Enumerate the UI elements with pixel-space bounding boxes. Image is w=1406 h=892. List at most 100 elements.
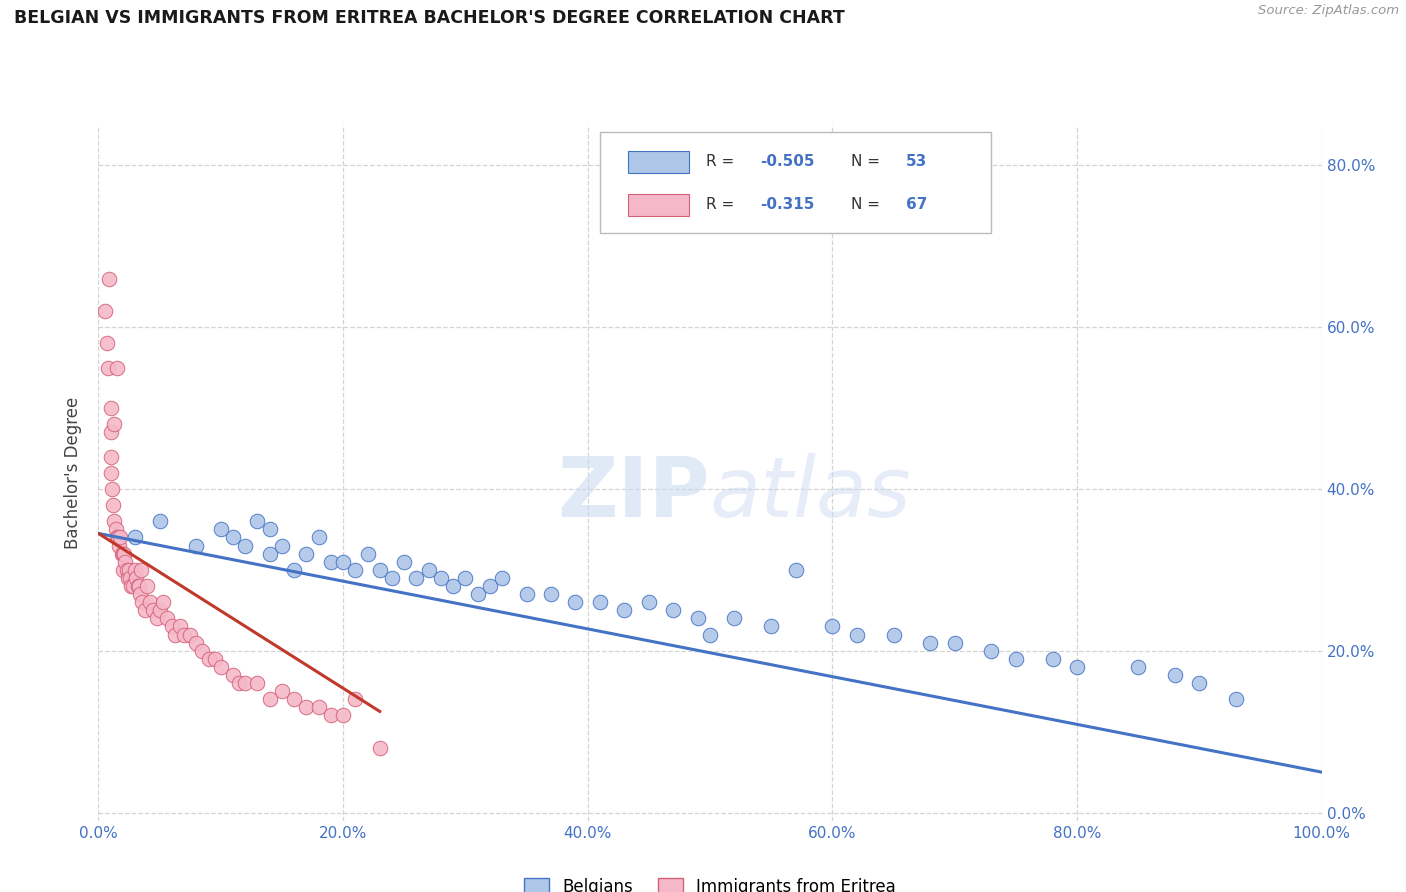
Point [686, 611, 709, 625]
Text: -0.315: -0.315 [761, 197, 814, 212]
Text: -0.505: -0.505 [761, 154, 814, 169]
Text: N =: N = [851, 197, 884, 212]
Point [638, 595, 661, 609]
Point [115, 563, 138, 577]
Point [111, 547, 134, 561]
Point [129, 563, 152, 577]
Point [104, 522, 127, 536]
Point [101, 498, 124, 512]
Point [118, 563, 141, 577]
Point [589, 595, 612, 609]
Point [662, 603, 685, 617]
Point [980, 644, 1002, 658]
Point [295, 547, 318, 561]
Point [259, 692, 281, 706]
Point [1042, 652, 1064, 666]
Point [186, 635, 208, 649]
Point [699, 627, 721, 641]
Point [883, 627, 905, 641]
Point [209, 660, 232, 674]
Text: 53: 53 [905, 154, 927, 169]
Point [97, 360, 120, 375]
Text: BELGIAN VS IMMIGRANTS FROM ERITREA BACHELOR'S DEGREE CORRELATION CHART: BELGIAN VS IMMIGRANTS FROM ERITREA BACHE… [14, 9, 845, 27]
Point [332, 708, 354, 723]
Point [845, 627, 868, 641]
Point [96, 336, 118, 351]
Point [112, 547, 135, 561]
Point [186, 539, 208, 553]
Point [209, 522, 232, 536]
Point [120, 579, 142, 593]
Point [332, 555, 354, 569]
Point [93, 304, 115, 318]
Point [1004, 652, 1026, 666]
Point [107, 531, 129, 545]
Point [191, 644, 214, 658]
Point [270, 684, 294, 698]
Point [613, 603, 636, 617]
Point [103, 417, 125, 432]
Point [105, 531, 128, 545]
Point [139, 595, 162, 609]
Point [295, 700, 318, 714]
Point [430, 571, 453, 585]
Point [103, 514, 125, 528]
Point [344, 563, 367, 577]
Point [368, 563, 391, 577]
Point [128, 579, 150, 593]
Point [319, 708, 342, 723]
Point [149, 514, 172, 528]
Point [920, 635, 942, 649]
Point [120, 571, 142, 585]
Point [124, 563, 146, 577]
Point [222, 531, 245, 545]
Point [169, 619, 191, 633]
Point [368, 740, 391, 755]
Bar [628, 194, 689, 216]
Point [761, 619, 783, 633]
Point [105, 360, 128, 375]
Point [222, 668, 245, 682]
Point [127, 579, 149, 593]
Point [100, 401, 122, 415]
Point [121, 579, 143, 593]
Point [405, 571, 427, 585]
Text: 67: 67 [905, 197, 927, 212]
Y-axis label: Bachelor's Degree: Bachelor's Degree [65, 397, 83, 549]
Point [108, 539, 131, 553]
Point [259, 547, 281, 561]
Point [381, 571, 404, 585]
Point [134, 603, 156, 617]
Point [564, 595, 586, 609]
Point [308, 531, 330, 545]
Point [344, 692, 367, 706]
Point [228, 676, 250, 690]
Point [197, 652, 219, 666]
Point [179, 627, 201, 641]
Point [117, 571, 139, 585]
Point [146, 611, 169, 625]
Point [101, 482, 124, 496]
Point [152, 595, 174, 609]
Point [124, 531, 146, 545]
Point [270, 539, 294, 553]
Point [246, 514, 269, 528]
Point [308, 700, 330, 714]
Text: atlas: atlas [710, 453, 911, 534]
Point [392, 555, 416, 569]
Point [785, 563, 807, 577]
Point [1164, 668, 1187, 682]
Point [821, 619, 844, 633]
Point [418, 563, 440, 577]
Point [142, 603, 165, 617]
Point [98, 271, 121, 285]
Point [110, 531, 132, 545]
FancyBboxPatch shape [600, 132, 991, 233]
Point [540, 587, 562, 601]
Text: Source: ZipAtlas.com: Source: ZipAtlas.com [1258, 4, 1399, 18]
Text: R =: R = [706, 197, 740, 212]
Point [173, 627, 195, 641]
Point [283, 692, 305, 706]
Point [233, 676, 256, 690]
Point [478, 579, 501, 593]
